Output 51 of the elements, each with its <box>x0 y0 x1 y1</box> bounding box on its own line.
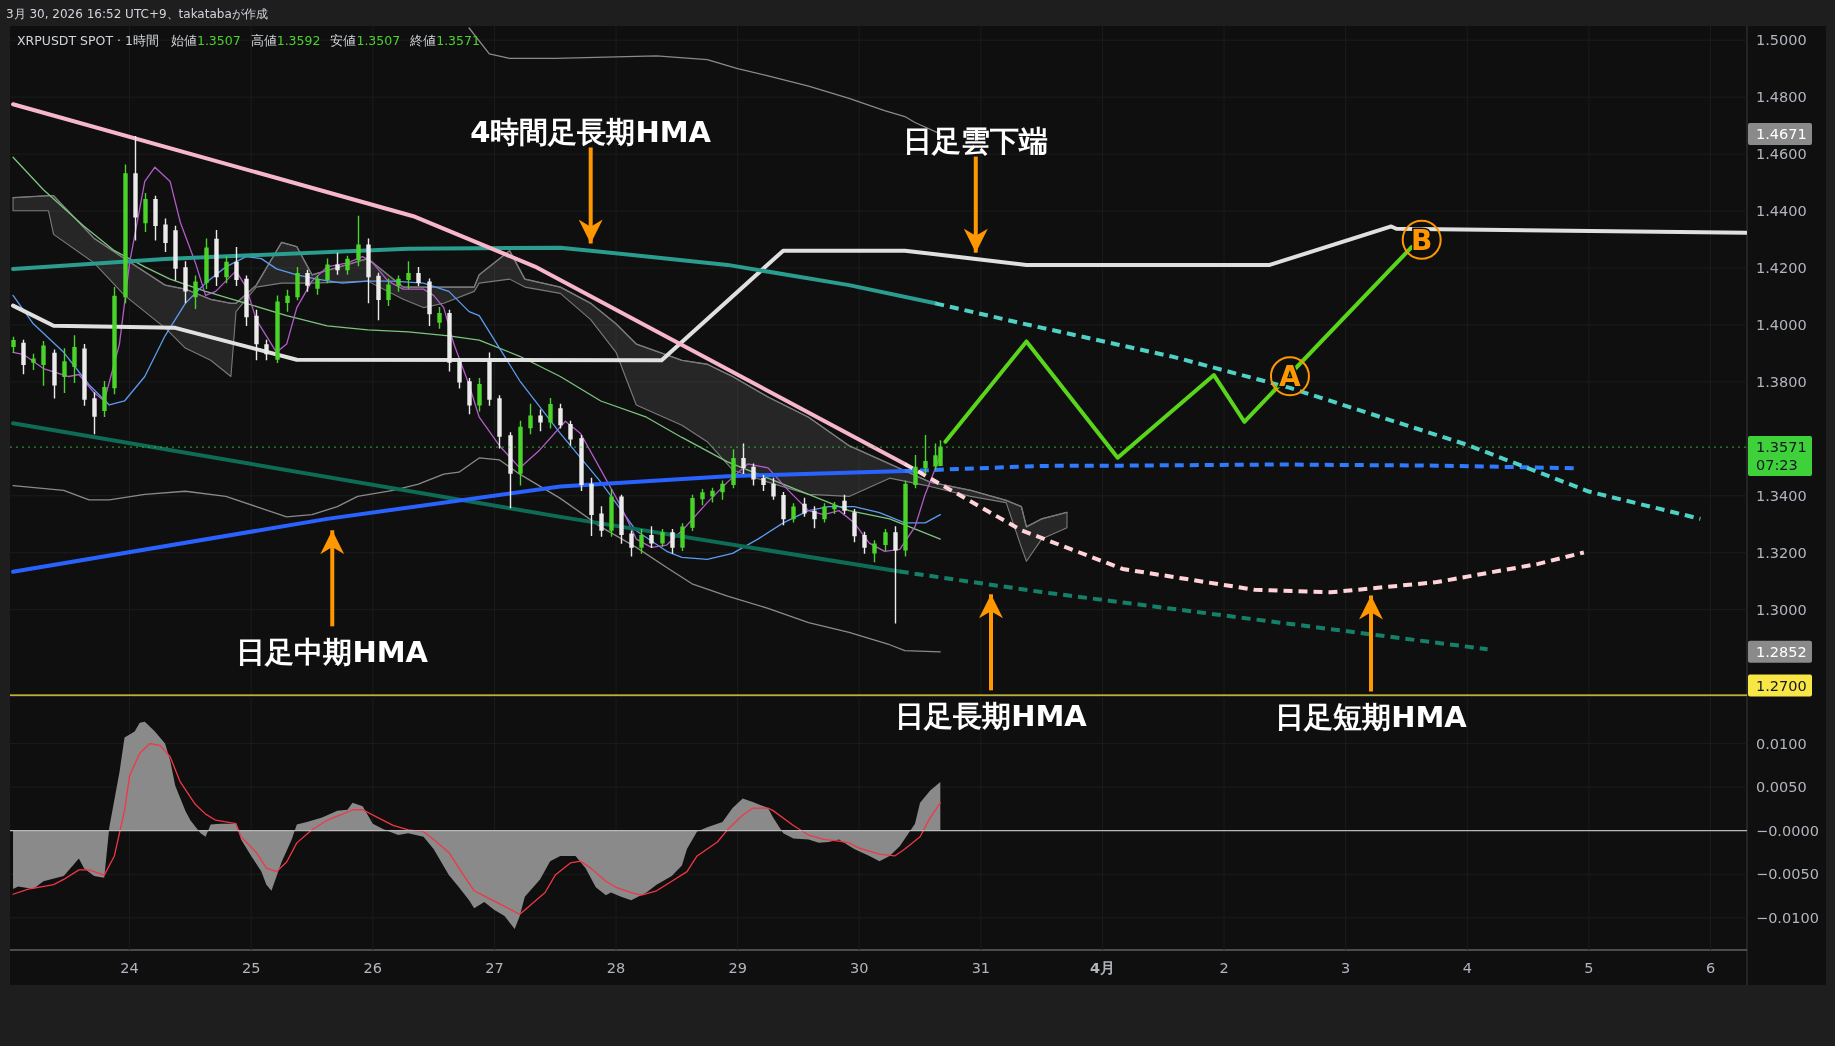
y-tick-label: 1.4600 <box>1756 146 1807 163</box>
annotation: 日足長期HMA <box>895 594 1087 734</box>
x-tick-label: 3 <box>1341 960 1351 976</box>
annotation: 終値1.3571 <box>409 33 480 48</box>
y-tick-label: 1.3400 <box>1756 487 1807 504</box>
annotation: 4時間足長期HMA <box>470 114 712 149</box>
y-tick-label: −0.0100 <box>1756 909 1819 926</box>
annotation: 安値1.3507 <box>330 33 401 48</box>
annotation: B <box>1411 223 1433 257</box>
annotation: 日足長期HMA <box>895 699 1088 734</box>
x-tick-label: 24 <box>120 960 139 976</box>
y-tick-label: 0.0050 <box>1756 779 1807 796</box>
y-tick-label: 1.3200 <box>1756 544 1807 561</box>
x-tick-label: 6 <box>1705 960 1716 976</box>
x-tick-label: 25 <box>241 960 261 976</box>
x-tick-label: 26 <box>363 960 383 976</box>
y-tick-label: 0.0100 <box>1756 735 1807 752</box>
annotation: 高値1.3592 <box>250 33 321 48</box>
annotation: 日足短期HMA <box>1275 700 1468 735</box>
text: XRPUSDT SPOT · 1時間 <box>17 33 159 48</box>
x-tick-label: 5 <box>1584 960 1594 976</box>
ref-line-label: 1.3571 07:23 <box>1756 439 1807 474</box>
x-tick-label: 4 <box>1462 960 1472 976</box>
annotation: 日足中期HMA <box>236 530 429 670</box>
x-tick-label: 30 <box>850 960 869 976</box>
y-tick-label: 1.2852 <box>1756 643 1807 660</box>
annotation: B <box>1401 219 1442 260</box>
y-tick-label: 1.4800 <box>1756 89 1807 106</box>
chart-title: 3月 30, 2026 16:52 UTC+9、takatabaが作成 <box>6 7 268 21</box>
y-tick-label: 1.5000 <box>1756 32 1807 49</box>
x-tick-label: 2 <box>1219 960 1229 976</box>
y-tick-label: 1.3800 <box>1756 373 1807 390</box>
x-tick-label: 28 <box>606 960 626 976</box>
annotation: 日足中期HMA <box>236 635 429 670</box>
y-tick-label: −0.0050 <box>1756 866 1819 883</box>
annotation: 日足雲下端 <box>903 123 1049 253</box>
annotation: 始値1.3507 <box>170 33 241 48</box>
annotation: 日足短期HMA <box>1275 595 1467 735</box>
x-tick-label: 29 <box>728 960 747 976</box>
x-tick-label: 4月 <box>1089 960 1116 976</box>
y-tick-label: 1.4671 <box>1756 125 1807 142</box>
y-tick-label: 1.3000 <box>1756 601 1807 618</box>
y-tick-label: 1.4400 <box>1756 203 1807 220</box>
annotation: 日足雲下端 <box>903 123 1049 158</box>
ref-line-label: 1.2700 <box>1756 677 1807 694</box>
y-tick-label: −0.0000 <box>1756 822 1819 839</box>
annotation: 4時間足長期HMA <box>470 114 712 244</box>
x-tick-label: 27 <box>485 960 504 976</box>
x-tick-label: 31 <box>971 960 991 976</box>
y-tick-label: 1.4200 <box>1756 260 1807 277</box>
y-tick-label: 1.4000 <box>1756 316 1807 333</box>
